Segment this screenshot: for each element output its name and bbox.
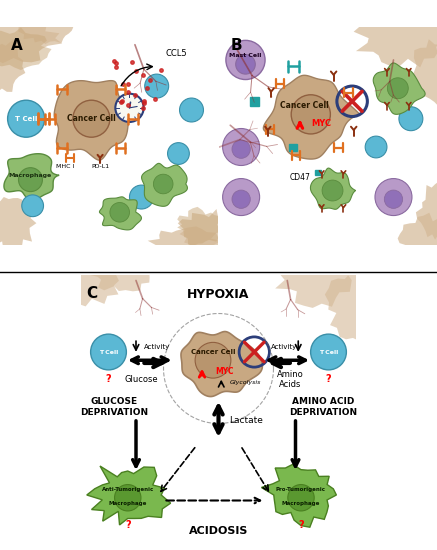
Text: MHC I: MHC I (56, 164, 74, 169)
Polygon shape (264, 75, 360, 159)
Text: ?: ? (298, 520, 304, 530)
Polygon shape (261, 464, 336, 527)
Text: Macrophage: Macrophage (108, 500, 147, 506)
Circle shape (222, 129, 260, 166)
Text: T Cell: T Cell (15, 116, 37, 122)
Circle shape (167, 142, 189, 164)
Circle shape (22, 195, 44, 217)
Polygon shape (178, 209, 238, 259)
Polygon shape (38, 249, 119, 306)
Polygon shape (0, 28, 52, 70)
Text: ?: ? (125, 520, 131, 530)
Text: Anti-Tumorigenic: Anti-Tumorigenic (102, 487, 154, 492)
Text: CCL5: CCL5 (165, 48, 187, 58)
Text: Macrophage: Macrophage (9, 173, 52, 178)
Polygon shape (325, 269, 386, 341)
Text: Mast Cell: Mast Cell (229, 53, 262, 58)
Circle shape (90, 334, 126, 370)
Circle shape (399, 107, 423, 131)
Circle shape (115, 94, 144, 122)
Polygon shape (18, 9, 73, 44)
Text: C: C (87, 286, 97, 301)
Polygon shape (0, 197, 36, 252)
Text: ACIDOSIS: ACIDOSIS (189, 526, 248, 536)
Polygon shape (54, 81, 138, 160)
Circle shape (73, 100, 110, 137)
Polygon shape (84, 245, 160, 292)
Text: AMINO ACID
DEPRIVATION: AMINO ACID DEPRIVATION (289, 397, 357, 417)
Polygon shape (4, 153, 59, 199)
Circle shape (7, 100, 45, 137)
Text: B: B (230, 38, 242, 53)
Text: PD-L1: PD-L1 (91, 164, 109, 169)
Polygon shape (416, 181, 437, 240)
Text: ?: ? (326, 375, 331, 384)
Polygon shape (275, 244, 358, 308)
Text: MYC: MYC (216, 367, 234, 376)
Bar (250, 97, 259, 106)
Text: MYC: MYC (311, 119, 331, 128)
Polygon shape (373, 63, 425, 114)
Polygon shape (87, 466, 170, 525)
Text: HYPOXIA: HYPOXIA (187, 288, 250, 301)
Circle shape (365, 136, 387, 158)
Circle shape (153, 174, 173, 194)
Circle shape (288, 485, 314, 511)
Text: A: A (11, 38, 23, 53)
Text: Cancer Cell: Cancer Cell (280, 101, 329, 110)
Polygon shape (177, 207, 221, 246)
Circle shape (18, 168, 42, 191)
Circle shape (195, 342, 231, 378)
Text: ?: ? (106, 375, 111, 384)
Circle shape (236, 54, 255, 74)
Bar (289, 144, 297, 151)
Polygon shape (310, 168, 356, 210)
Text: Glycolysis: Glycolysis (229, 379, 261, 385)
Circle shape (114, 485, 141, 511)
Circle shape (387, 78, 408, 98)
Bar (315, 170, 321, 175)
Polygon shape (0, 40, 25, 94)
Circle shape (222, 179, 260, 216)
Polygon shape (148, 227, 222, 261)
Polygon shape (100, 197, 142, 230)
Circle shape (375, 179, 412, 216)
Circle shape (232, 140, 250, 158)
Circle shape (226, 40, 265, 80)
Polygon shape (412, 34, 437, 108)
Text: Glucose: Glucose (125, 375, 158, 384)
Text: T Cell: T Cell (319, 349, 338, 355)
Text: Cancer Cell: Cancer Cell (67, 114, 116, 123)
Circle shape (384, 190, 402, 208)
Circle shape (180, 98, 204, 122)
Polygon shape (0, 17, 62, 63)
Text: T Cell: T Cell (99, 349, 118, 355)
Circle shape (311, 334, 347, 370)
Text: Activity: Activity (144, 344, 170, 349)
Polygon shape (142, 163, 187, 206)
Text: Pro-Tumorigenic: Pro-Tumorigenic (276, 487, 326, 492)
Circle shape (232, 190, 250, 208)
Text: Cancer Cell: Cancer Cell (191, 349, 235, 355)
Polygon shape (181, 332, 262, 397)
Text: Lactate: Lactate (229, 416, 264, 425)
Circle shape (145, 74, 169, 98)
Circle shape (129, 185, 153, 209)
Text: GLUCOSE
DEPRIVATION: GLUCOSE DEPRIVATION (80, 397, 148, 417)
Circle shape (291, 95, 330, 134)
Text: Macrophage: Macrophage (282, 500, 320, 506)
Polygon shape (354, 8, 437, 68)
Text: CD47: CD47 (289, 173, 310, 182)
Polygon shape (398, 213, 437, 264)
Circle shape (322, 180, 343, 201)
Text: Activity: Activity (271, 344, 297, 349)
Text: Amino
Acids: Amino Acids (277, 370, 303, 389)
Circle shape (110, 202, 129, 222)
